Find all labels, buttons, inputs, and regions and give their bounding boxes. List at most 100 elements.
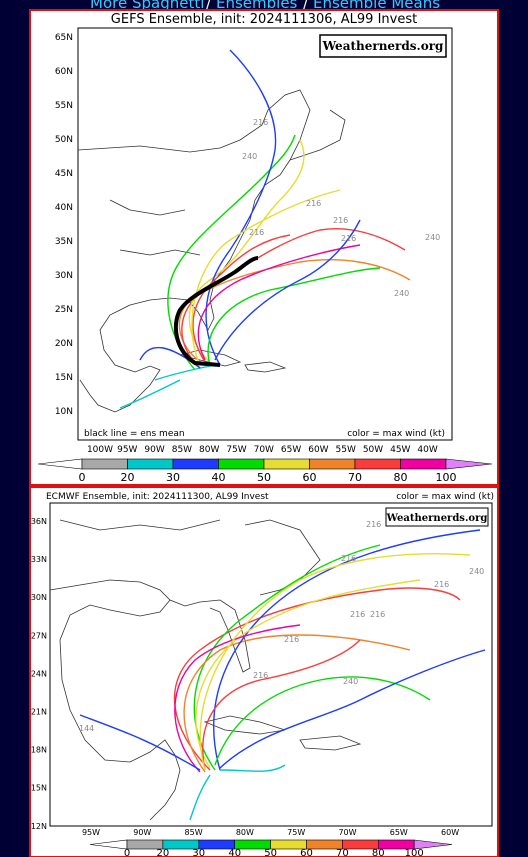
track-label: 216 [366,520,381,529]
ensemble-tracks [119,49,411,409]
gefs-panel: GEFS Ensemble, init: 2024111306, AL99 In… [29,9,499,486]
lat-label: 15N [31,784,47,793]
mean-note: black line = ens mean [84,429,185,439]
track-label: 216 [434,580,449,589]
nav-separator: / [206,0,212,12]
lat-label: 25N [55,305,73,315]
map-frame [49,502,493,827]
colorbar-label: 0 [79,471,86,484]
colorbar-label: 50 [257,471,271,484]
lat-label: 30N [31,593,47,602]
lon-label: 70W [338,828,356,837]
lon-label: 100W [87,445,113,455]
lat-label: 55N [55,101,73,111]
lon-label: 75W [226,445,246,455]
lat-label: 33N [31,555,47,564]
colorbar-label: 30 [192,848,205,857]
ecmwf-panel: ECMWF Ensemble, init: 2024111300, AL99 I… [29,486,499,857]
lat-label: 18N [31,746,47,755]
lat-label: 35N [55,237,73,247]
colorbar-label: 0 [124,848,130,857]
track-label: 240 [394,289,409,298]
lon-label: 80W [199,445,219,455]
colorbar-end [413,839,453,850]
colorbar-segment [400,458,447,470]
wind-note: color = max wind (kt) [396,492,494,502]
colorbar-end [445,458,493,470]
track-label: 216 [253,671,268,680]
lon-label: 70W [254,445,274,455]
colorbar-segment [127,458,174,470]
track-label: 240 [343,677,358,686]
colorbar-label: 70 [348,471,362,484]
lat-label: 15N [55,373,73,383]
track-label: 216 [284,635,299,644]
map-frame [77,27,453,441]
colorbar-label: 40 [228,848,241,857]
colorbar-label: 80 [394,471,408,484]
lon-label: 45W [390,445,410,455]
wind-note: color = max wind (kt) [347,429,445,439]
lat-label: 36N [31,517,47,526]
colorbar-label: 30 [166,471,180,484]
colorbar-segment [172,458,219,470]
lon-label: 75W [287,828,305,837]
lon-label: 50W [363,445,383,455]
lon-label: 60W [308,445,328,455]
colorbar-label: 60 [300,848,313,857]
nav-separator: / [303,0,309,12]
lat-label: 40N [55,203,73,213]
colorbar-segment [218,458,265,470]
track-label: 216 [253,118,268,127]
lon-label: 55W [336,445,356,455]
track-label: 216 [341,234,356,243]
colorbar-segment [81,458,128,470]
colorbar-label: 50 [264,848,277,857]
colorbar-label: 20 [157,848,170,857]
lon-label: 85W [172,445,192,455]
lat-label: 27N [31,631,47,640]
lon-label: 40W [417,445,437,455]
lat-label: 21N [31,708,47,717]
colorbar-label: 100 [436,471,457,484]
colorbar-label: 40 [212,471,226,484]
lat-label: 12N [31,822,47,831]
colorbar-label: 70 [336,848,349,857]
ensemble-tracks [79,529,486,821]
watermark-box [319,34,447,58]
lat-label: 60N [55,67,73,77]
panel-title: ECMWF Ensemble, init: 2024111300, AL99 I… [46,492,269,502]
lat-label: 45N [55,169,73,179]
track-label: 240 [469,567,484,576]
colorbar-label: 80 [372,848,385,857]
lat-label: 20N [55,339,73,349]
track-label: 216 [350,610,365,619]
colorbar-segment [263,458,310,470]
watermark-box [385,507,489,527]
track-label: 216 [306,199,321,208]
track-label: 216 [370,610,385,619]
lat-label: 24N [31,669,47,678]
lat-label: 50N [55,135,73,145]
watermark: Weathernerds.org [386,513,488,524]
ensemble-mean [173,256,259,367]
colorbar-label: 60 [303,471,317,484]
coastline [49,519,362,821]
colorbar-label: 20 [121,471,135,484]
lat-label: 10N [55,407,73,417]
track-label: 216 [341,554,356,563]
lon-label: 95W [117,445,137,455]
lon-label: 60W [441,828,459,837]
lon-label: 95W [82,828,100,837]
colorbar-label: 100 [405,848,424,857]
colorbar-segment [354,458,401,470]
track-label: 240 [425,233,440,242]
lat-label: 65N [55,33,73,43]
lon-label: 85W [185,828,203,837]
lat-label: 30N [55,271,73,281]
lon-label: 90W [144,445,164,455]
lon-label: 80W [236,828,254,837]
panel-title: GEFS Ensemble, init: 2024111306, AL99 In… [111,12,417,27]
colorbar-segment [309,458,356,470]
